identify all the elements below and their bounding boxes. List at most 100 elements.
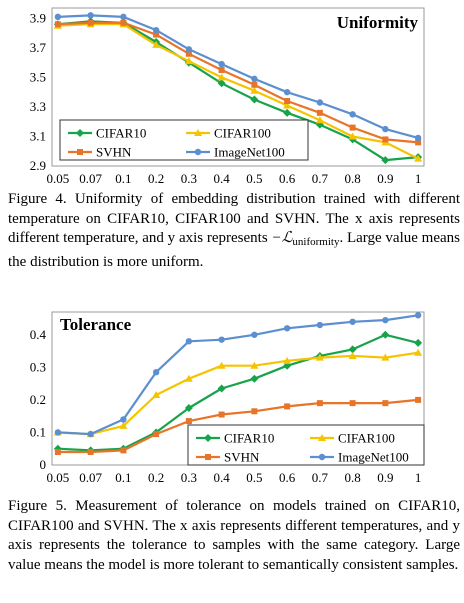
data-point-svhn-0-8 xyxy=(349,400,356,407)
data-point-svhn-0-6 xyxy=(284,403,291,410)
data-point-cifar100-0-8 xyxy=(348,132,357,140)
y-tick-label-0-3: 0.3 xyxy=(30,359,46,374)
x-tick-label-0-9: 0.9 xyxy=(377,470,393,485)
chart-title: Uniformity xyxy=(337,13,419,32)
y-tick-label-3-5: 3.5 xyxy=(30,69,46,84)
x-tick-label-0-8: 0.8 xyxy=(344,171,360,186)
data-point-imagenet100-1 xyxy=(414,312,422,319)
series-line-svhn xyxy=(57,21,419,144)
legend-marker-cifar10 xyxy=(204,434,212,442)
data-point-cifar100-0-2 xyxy=(152,40,161,48)
data-point-cifar100-0-6 xyxy=(283,356,292,364)
data-point-imagenet100-0-07 xyxy=(87,12,94,19)
caption-tail: . Large value means the distribution is … xyxy=(8,230,460,270)
data-point-imagenet100-0-3 xyxy=(185,338,193,345)
legend-box xyxy=(59,119,309,161)
data-point-svhn-0-6 xyxy=(284,98,291,105)
legend-marker-imagenet100 xyxy=(194,148,202,156)
caption-lead: Figure 4. Uniformity of embedding distri… xyxy=(8,191,460,246)
data-point-imagenet100-0-05 xyxy=(54,13,62,21)
legend-label-cifar100: CIFAR100 xyxy=(338,431,395,446)
data-point-svhn-1 xyxy=(415,396,422,403)
legend-label-imagenet100: ImageNet100 xyxy=(338,450,409,465)
figure-4-caption: Figure 4. Uniformity of embedding distri… xyxy=(8,190,460,272)
x-tick-label-0-1: 0.1 xyxy=(115,470,131,485)
data-point-imagenet100-0-6 xyxy=(283,325,291,332)
data-point-cifar10-0-5 xyxy=(250,95,259,104)
x-tick-label-0-2: 0.2 xyxy=(148,171,164,186)
y-tick-label-0-1: 0.1 xyxy=(30,424,46,439)
data-point-svhn-0-1 xyxy=(120,19,127,26)
caption-math-prefix: − xyxy=(271,230,282,246)
data-point-svhn-0-5 xyxy=(251,81,258,88)
series-line-imagenet100 xyxy=(57,14,419,139)
data-point-imagenet100-0-4 xyxy=(218,336,225,343)
data-point-cifar100-0-8 xyxy=(348,351,357,359)
y-tick-label-3-3: 3.3 xyxy=(30,99,46,114)
legend-box xyxy=(187,424,425,466)
uniformity-chart: 2.9 3.1 3.3 3.5 3.7 3.9 0.05 0.07 0.1 0.2 0.3 0.4 0.… xyxy=(30,7,425,186)
data-point-cifar10-0-6 xyxy=(283,108,292,117)
x-tick-label-0-7: 0.7 xyxy=(312,470,329,485)
data-point-cifar10-0-9 xyxy=(381,156,390,165)
x-tick-label-0-05: 0.05 xyxy=(47,171,70,186)
data-point-cifar100-1 xyxy=(414,348,423,356)
data-point-cifar100-0-4 xyxy=(217,361,226,369)
data-point-imagenet100-0-4 xyxy=(218,60,225,68)
data-point-cifar10-0-4 xyxy=(217,79,226,88)
data-point-cifar100-0-3 xyxy=(184,57,193,65)
figure-4: 2.9 3.1 3.3 3.5 3.7 3.9 0.05 0.07 0.1 0.2 0.3 0.4 0.… xyxy=(0,0,464,270)
data-point-imagenet100-0-2 xyxy=(152,26,160,34)
data-point-imagenet100-0-7 xyxy=(316,321,324,329)
data-point-imagenet100-0-5 xyxy=(251,75,258,83)
data-point-svhn-0-1 xyxy=(120,447,127,454)
legend-label-imagenet100: ImageNet100 xyxy=(214,145,285,160)
data-point-cifar100-0-2 xyxy=(152,391,161,399)
x-tick-label-1: 1 xyxy=(415,171,422,186)
data-point-svhn-0-7 xyxy=(316,109,323,116)
x-tick-label-0-5: 0.5 xyxy=(246,470,262,485)
series-cifar100 xyxy=(53,348,423,438)
data-point-imagenet100-0-9 xyxy=(382,316,389,324)
data-point-imagenet100-0-07 xyxy=(87,430,94,438)
caption-math-symbol: ℒ xyxy=(281,230,293,246)
y-tick-label-2-9: 2.9 xyxy=(30,158,46,173)
data-point-svhn-0-07 xyxy=(87,19,94,26)
data-point-imagenet100-0-6 xyxy=(283,88,291,96)
legend-label-cifar100: CIFAR100 xyxy=(214,126,271,141)
data-point-cifar100-0-5 xyxy=(250,86,259,94)
data-point-svhn-0-4 xyxy=(218,67,225,74)
series-svhn xyxy=(54,396,422,455)
x-tick-label-0-7: 0.7 xyxy=(312,171,329,186)
x-tick-label-0-3: 0.3 xyxy=(181,171,197,186)
data-point-imagenet100-0-8 xyxy=(349,318,356,325)
series-line-cifar100 xyxy=(57,351,419,436)
x-tick-label-0-5: 0.5 xyxy=(246,171,262,186)
data-point-svhn-0-7 xyxy=(316,400,323,407)
data-point-imagenet100-0-05 xyxy=(54,429,62,436)
x-tick-label-0-4: 0.4 xyxy=(214,171,231,186)
x-tick-label-0-3: 0.3 xyxy=(181,470,197,485)
legend-marker-cifar100 xyxy=(318,434,326,441)
x-tick-label-0-4: 0.4 xyxy=(214,470,231,485)
data-point-svhn-0-2 xyxy=(153,31,160,38)
data-point-cifar100-0-1 xyxy=(119,421,128,429)
x-tick-label-0-07: 0.07 xyxy=(79,171,102,186)
data-point-imagenet100-0-7 xyxy=(316,99,324,106)
y-tick-label-3-1: 3.1 xyxy=(30,128,46,143)
x-tick-label-0-2: 0.2 xyxy=(148,470,164,485)
y-tick-label-3-9: 3.9 xyxy=(30,10,46,25)
y-tick-label-0-4: 0.4 xyxy=(30,327,47,342)
data-point-cifar100-0-6 xyxy=(283,101,292,109)
legend-marker-svhn xyxy=(77,149,83,155)
legend-marker-imagenet100 xyxy=(318,453,326,461)
series-imagenet100 xyxy=(54,12,422,142)
chart-title: Tolerance xyxy=(60,315,132,334)
tolerance-chart: 0 0.1 0.2 0.3 0.4 0.05 0.07 0.1 0.2 0.3 0.4 0.5 0.6 0… xyxy=(30,311,425,485)
x-tick-label-0-6: 0.6 xyxy=(279,470,296,485)
y-tick-label-0: 0 xyxy=(40,457,47,472)
series-line-svhn xyxy=(57,398,419,454)
data-point-imagenet100-0-1 xyxy=(120,416,127,423)
data-point-cifar100-0-5 xyxy=(250,361,259,369)
data-point-imagenet100-0-8 xyxy=(349,111,356,118)
